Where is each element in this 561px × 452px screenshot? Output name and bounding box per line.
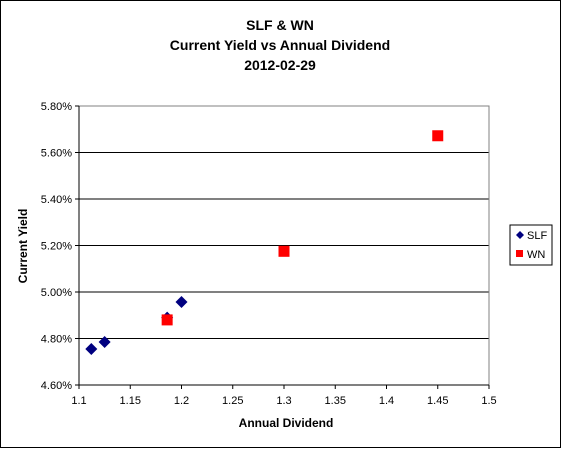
x-tick-label: 1.5 bbox=[481, 395, 496, 407]
legend-marker-wn bbox=[516, 250, 523, 257]
x-tick-label: 1.15 bbox=[120, 395, 141, 407]
x-axis-title: Annual Dividend bbox=[239, 416, 334, 430]
x-tick-label: 1.2 bbox=[174, 395, 189, 407]
point-slf bbox=[98, 335, 111, 348]
x-tick-label: 1.4 bbox=[379, 395, 394, 407]
point-wn bbox=[432, 130, 444, 142]
legend-marker-slf bbox=[516, 231, 524, 239]
legend-item-slf: SLF bbox=[516, 230, 547, 242]
y-tick-label: 5.80% bbox=[41, 101, 72, 113]
x-tick-label: 1.45 bbox=[427, 395, 448, 407]
point-slf bbox=[85, 342, 98, 355]
plot-area: 4.60% 4.80% 5.00% 5.20% 5.40% 5.60% 5.80% 1.1 1.… bbox=[41, 101, 497, 407]
legend-label-wn: WN bbox=[527, 249, 545, 261]
y-tick-label: 5.00% bbox=[41, 287, 72, 299]
y-tick-label: 5.40% bbox=[41, 194, 72, 206]
legend-label-slf: SLF bbox=[527, 230, 547, 242]
y-tick-label: 4.80% bbox=[41, 334, 72, 346]
x-tick-label: 1.25 bbox=[222, 395, 243, 407]
y-tick-label: 5.20% bbox=[41, 241, 72, 253]
y-tick-label: 5.60% bbox=[41, 148, 72, 160]
legend-item-wn: WN bbox=[516, 249, 545, 261]
point-wn bbox=[161, 314, 173, 326]
chart-title-line-3: 2012-02-29 bbox=[244, 57, 316, 73]
chart-title-line-1: SLF & WN bbox=[246, 17, 314, 33]
x-tick-label: 1.3 bbox=[276, 395, 291, 407]
x-tick-label: 1.1 bbox=[71, 395, 86, 407]
point-wn bbox=[278, 245, 290, 257]
y-tick-label: 4.60% bbox=[41, 380, 72, 392]
point-slf bbox=[175, 295, 188, 308]
legend-box bbox=[509, 224, 553, 266]
chart-title-group: SLF & WN Current Yield vs Annual Dividen… bbox=[170, 17, 390, 73]
legend: SLF WN bbox=[509, 224, 553, 266]
chart-title-line-2: Current Yield vs Annual Dividend bbox=[170, 37, 390, 53]
x-tick-label: 1.35 bbox=[325, 395, 346, 407]
y-axis-title: Current Yield bbox=[16, 209, 30, 284]
